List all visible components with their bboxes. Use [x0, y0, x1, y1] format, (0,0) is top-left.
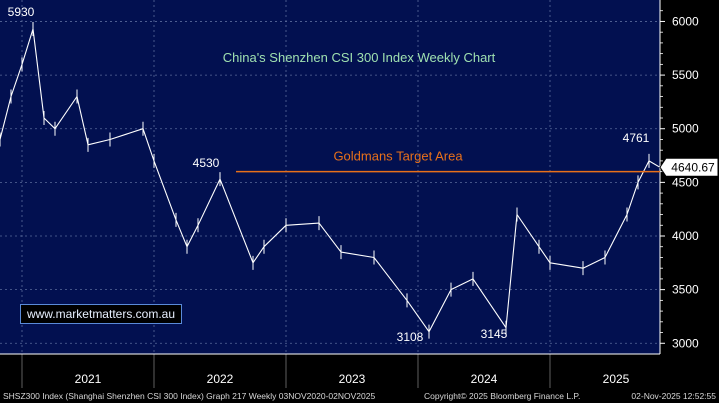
- y-tick-label: 5000: [672, 122, 699, 136]
- target-label: Goldmans Target Area: [333, 149, 463, 164]
- footer-bar: SHSZ300 Index (Shanghai Shenzhen CSI 300…: [0, 389, 719, 403]
- x-tick-label: 2024: [471, 372, 498, 386]
- y-tick-label: 4000: [672, 229, 699, 243]
- footer-series-info: SHSZ300 Index (Shanghai Shenzhen CSI 300…: [3, 391, 376, 401]
- high-2025-label: 4761: [623, 131, 650, 145]
- watermark-url: www.marketmatters.com.au: [20, 304, 182, 324]
- low-2024-label: 3145: [481, 327, 508, 341]
- y-tick-label: 5500: [672, 68, 699, 82]
- x-tick-label: 2021: [75, 372, 102, 386]
- x-tick-label: 2022: [207, 372, 234, 386]
- x-tick-label: 2023: [339, 372, 366, 386]
- y-tick-label: 3000: [672, 336, 699, 350]
- low-2023-label: 3108: [397, 330, 424, 344]
- footer-copyright: Copyright© 2025 Bloomberg Finance L.P.: [424, 391, 581, 401]
- last-price-box: [659, 157, 719, 177]
- price-chart: 3000 3500 4000 4500 5000 5500 6000 2021 2022 2023…: [0, 0, 719, 388]
- peak-2022-label: 4530: [193, 156, 220, 170]
- footer-timestamp: 02-Nov-2025 12:52:55: [631, 391, 716, 401]
- last-price-label: 4640.67: [671, 160, 715, 174]
- y-tick-label: 6000: [672, 14, 699, 28]
- chart-title: China's Shenzhen CSI 300 Index Weekly Ch…: [223, 50, 496, 65]
- high-label: 5930: [8, 5, 35, 19]
- y-tick-label: 3500: [672, 283, 699, 297]
- y-tick-label: 4500: [672, 175, 699, 189]
- x-tick-label: 2025: [603, 372, 630, 386]
